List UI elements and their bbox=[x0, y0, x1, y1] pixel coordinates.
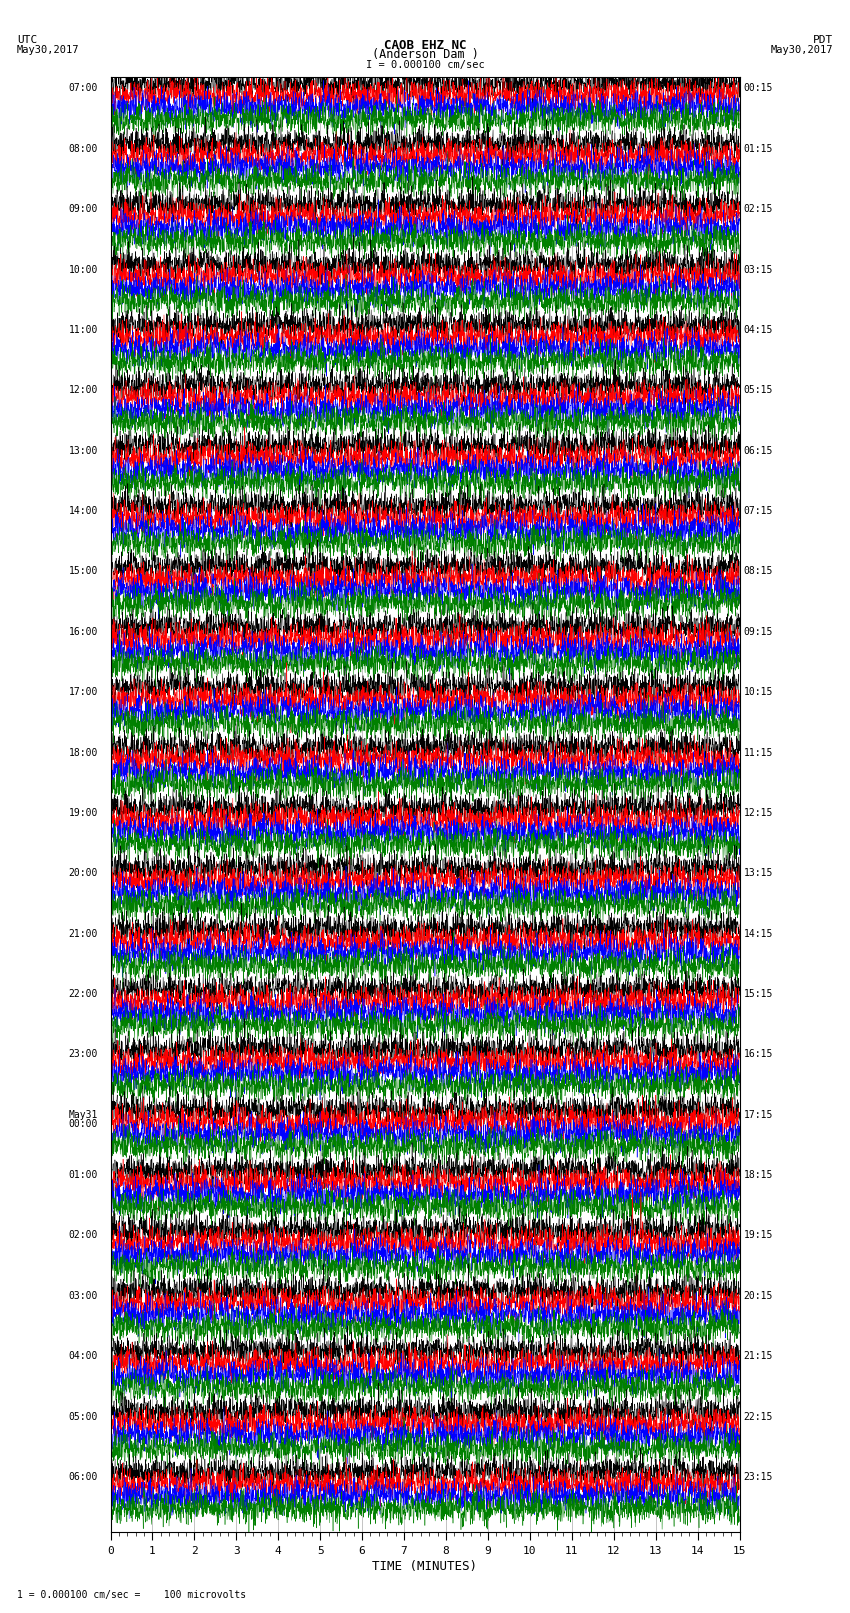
Text: 01:15: 01:15 bbox=[744, 144, 773, 153]
Text: 22:15: 22:15 bbox=[744, 1411, 773, 1421]
Text: 08:00: 08:00 bbox=[69, 144, 98, 153]
Text: 06:00: 06:00 bbox=[69, 1473, 98, 1482]
Text: 12:00: 12:00 bbox=[69, 386, 98, 395]
Text: 16:00: 16:00 bbox=[69, 627, 98, 637]
Text: (Anderson Dam ): (Anderson Dam ) bbox=[371, 48, 479, 61]
Text: 13:00: 13:00 bbox=[69, 445, 98, 456]
Text: 05:15: 05:15 bbox=[744, 386, 773, 395]
Text: 09:15: 09:15 bbox=[744, 627, 773, 637]
Text: 03:15: 03:15 bbox=[744, 265, 773, 274]
Text: 02:15: 02:15 bbox=[744, 205, 773, 215]
Text: 1 = 0.000100 cm/sec =    100 microvolts: 1 = 0.000100 cm/sec = 100 microvolts bbox=[17, 1590, 246, 1600]
Text: 05:00: 05:00 bbox=[69, 1411, 98, 1421]
Text: I = 0.000100 cm/sec: I = 0.000100 cm/sec bbox=[366, 60, 484, 69]
Text: 19:15: 19:15 bbox=[744, 1231, 773, 1240]
Text: PDT: PDT bbox=[813, 35, 833, 45]
Text: May30,2017: May30,2017 bbox=[17, 45, 80, 55]
Text: 12:15: 12:15 bbox=[744, 808, 773, 818]
Text: 15:00: 15:00 bbox=[69, 566, 98, 576]
Text: 06:15: 06:15 bbox=[744, 445, 773, 456]
Text: CAOB EHZ NC: CAOB EHZ NC bbox=[383, 39, 467, 52]
Text: UTC: UTC bbox=[17, 35, 37, 45]
Text: 17:00: 17:00 bbox=[69, 687, 98, 697]
Text: 11:00: 11:00 bbox=[69, 324, 98, 336]
Text: 18:15: 18:15 bbox=[744, 1169, 773, 1181]
Text: 23:15: 23:15 bbox=[744, 1473, 773, 1482]
Text: 16:15: 16:15 bbox=[744, 1050, 773, 1060]
Text: 04:15: 04:15 bbox=[744, 324, 773, 336]
Text: 15:15: 15:15 bbox=[744, 989, 773, 998]
Text: 10:00: 10:00 bbox=[69, 265, 98, 274]
Text: 17:15: 17:15 bbox=[744, 1110, 773, 1119]
Text: 19:00: 19:00 bbox=[69, 808, 98, 818]
Text: 08:15: 08:15 bbox=[744, 566, 773, 576]
Text: 03:00: 03:00 bbox=[69, 1290, 98, 1300]
Text: May31
00:00: May31 00:00 bbox=[69, 1110, 98, 1129]
Text: 07:15: 07:15 bbox=[744, 506, 773, 516]
Text: 14:15: 14:15 bbox=[744, 929, 773, 939]
Text: 14:00: 14:00 bbox=[69, 506, 98, 516]
Text: 23:00: 23:00 bbox=[69, 1050, 98, 1060]
Text: May30,2017: May30,2017 bbox=[770, 45, 833, 55]
Text: 01:00: 01:00 bbox=[69, 1169, 98, 1181]
Text: 20:15: 20:15 bbox=[744, 1290, 773, 1300]
Text: 04:00: 04:00 bbox=[69, 1352, 98, 1361]
Text: 21:15: 21:15 bbox=[744, 1352, 773, 1361]
Text: 22:00: 22:00 bbox=[69, 989, 98, 998]
Text: 11:15: 11:15 bbox=[744, 747, 773, 758]
Text: 20:00: 20:00 bbox=[69, 868, 98, 877]
X-axis label: TIME (MINUTES): TIME (MINUTES) bbox=[372, 1560, 478, 1573]
Text: 10:15: 10:15 bbox=[744, 687, 773, 697]
Text: 13:15: 13:15 bbox=[744, 868, 773, 877]
Text: 21:00: 21:00 bbox=[69, 929, 98, 939]
Text: 07:00: 07:00 bbox=[69, 84, 98, 94]
Text: 18:00: 18:00 bbox=[69, 747, 98, 758]
Text: 02:00: 02:00 bbox=[69, 1231, 98, 1240]
Text: 09:00: 09:00 bbox=[69, 205, 98, 215]
Text: 00:15: 00:15 bbox=[744, 84, 773, 94]
